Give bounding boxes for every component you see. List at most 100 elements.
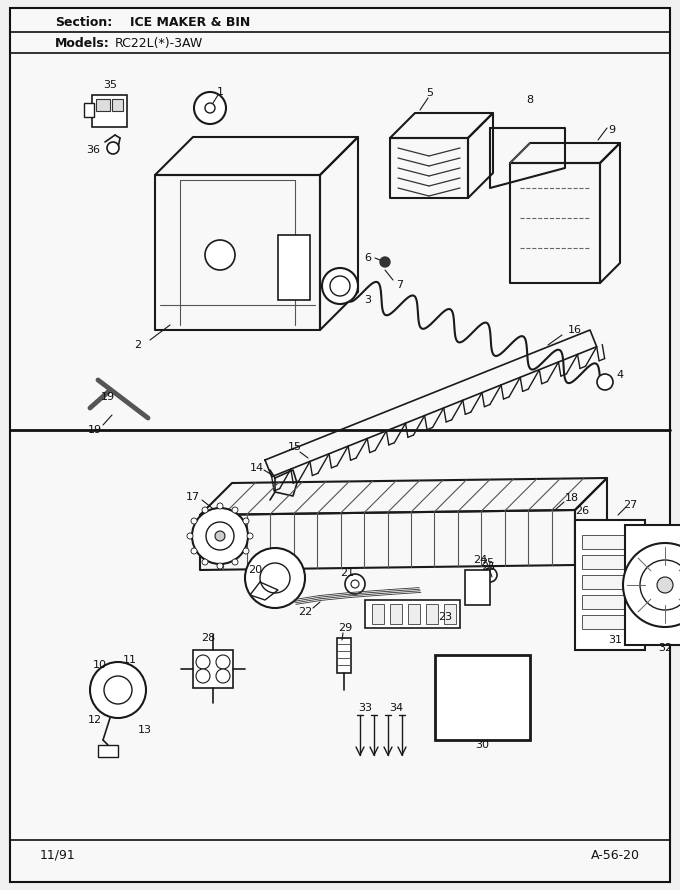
Bar (444, 604, 456, 624)
Text: 10: 10 (93, 660, 107, 670)
Text: Section:: Section: (55, 15, 112, 28)
Circle shape (216, 669, 230, 683)
Text: 17: 17 (186, 492, 200, 502)
Circle shape (245, 548, 305, 608)
Text: 16: 16 (568, 325, 582, 335)
Text: 36: 36 (86, 145, 100, 155)
Text: 3: 3 (364, 295, 371, 305)
Circle shape (196, 655, 210, 669)
Circle shape (194, 92, 226, 124)
Text: 26: 26 (575, 506, 589, 516)
Text: 27: 27 (623, 500, 637, 510)
Text: 25: 25 (480, 558, 494, 568)
Bar (582, 535, 637, 549)
Circle shape (232, 507, 238, 513)
Circle shape (215, 531, 225, 541)
Text: Models:: Models: (55, 36, 109, 50)
Circle shape (205, 240, 235, 270)
Bar (625, 525, 680, 645)
Bar (435, 655, 530, 740)
Circle shape (217, 503, 223, 509)
Text: 19: 19 (101, 392, 115, 402)
Circle shape (260, 563, 290, 593)
Circle shape (216, 655, 230, 669)
Circle shape (191, 548, 197, 554)
Circle shape (187, 533, 193, 539)
Circle shape (640, 560, 680, 610)
Bar (390, 604, 402, 624)
Bar (426, 604, 438, 624)
Circle shape (330, 276, 350, 296)
Circle shape (107, 142, 119, 154)
Circle shape (247, 533, 253, 539)
Text: 12: 12 (88, 715, 102, 725)
Circle shape (196, 669, 210, 683)
Text: 19: 19 (88, 425, 102, 435)
Bar (337, 638, 351, 673)
Bar (408, 604, 420, 624)
Bar (372, 604, 384, 624)
Text: 15: 15 (288, 442, 302, 452)
Text: 33: 33 (358, 703, 372, 713)
Circle shape (191, 518, 197, 524)
Circle shape (243, 548, 249, 554)
Text: 29: 29 (338, 623, 352, 633)
Bar (365, 600, 460, 628)
Bar (98, 745, 118, 757)
Text: 34: 34 (389, 703, 403, 713)
Bar (582, 555, 637, 569)
Circle shape (380, 257, 390, 267)
Circle shape (657, 577, 673, 593)
Circle shape (623, 543, 680, 627)
Bar (582, 575, 637, 589)
Bar (193, 650, 233, 688)
Circle shape (322, 268, 358, 304)
Bar (96, 99, 110, 111)
Text: 9: 9 (609, 125, 615, 135)
Circle shape (597, 374, 613, 390)
Text: 30: 30 (475, 740, 489, 750)
Text: 2: 2 (135, 340, 141, 350)
Text: 11/91: 11/91 (40, 848, 75, 862)
Bar (278, 235, 310, 300)
Circle shape (90, 662, 146, 718)
Bar (582, 615, 637, 629)
Circle shape (104, 676, 132, 704)
Text: 25: 25 (481, 562, 495, 572)
Text: 4: 4 (617, 370, 624, 380)
Text: 11: 11 (123, 655, 137, 665)
Text: 21: 21 (340, 568, 354, 578)
Text: 1: 1 (216, 87, 224, 97)
Text: 32: 32 (658, 643, 672, 653)
Circle shape (202, 559, 208, 565)
Text: 31: 31 (608, 635, 622, 645)
Text: 18: 18 (565, 493, 579, 503)
Circle shape (206, 522, 234, 550)
Circle shape (243, 518, 249, 524)
Bar (582, 595, 637, 609)
Text: 24: 24 (473, 555, 487, 565)
Bar (112, 99, 123, 111)
Text: ICE MAKER & BIN: ICE MAKER & BIN (130, 15, 250, 28)
Text: 7: 7 (396, 280, 403, 290)
Bar (465, 570, 490, 605)
Text: 28: 28 (201, 633, 215, 643)
Bar (92, 95, 127, 127)
Circle shape (217, 563, 223, 569)
Text: 14: 14 (250, 463, 264, 473)
Text: 5: 5 (426, 88, 434, 98)
Circle shape (483, 568, 497, 582)
Text: 6: 6 (364, 253, 371, 263)
Text: 23: 23 (438, 612, 452, 622)
Circle shape (232, 559, 238, 565)
Circle shape (192, 508, 248, 564)
Text: A-56-20: A-56-20 (591, 848, 640, 862)
Circle shape (202, 507, 208, 513)
Bar (84, 103, 94, 117)
Circle shape (351, 580, 359, 588)
Text: 22: 22 (298, 607, 312, 617)
Circle shape (205, 103, 215, 113)
Bar (575, 520, 645, 650)
Text: 20: 20 (248, 565, 262, 575)
Circle shape (345, 574, 365, 594)
